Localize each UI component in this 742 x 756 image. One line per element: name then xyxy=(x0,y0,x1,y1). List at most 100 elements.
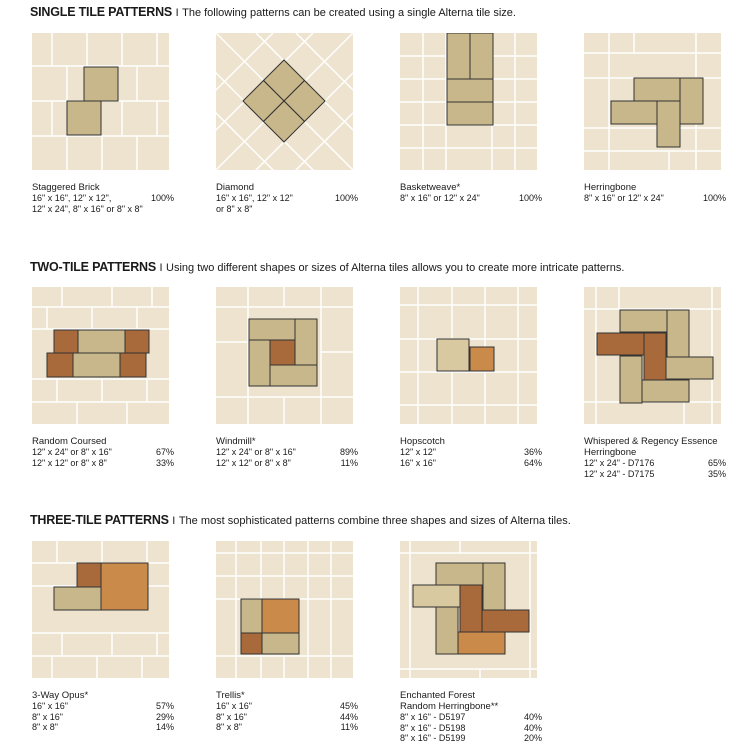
size-row: 12" x 24" - D7175 35% xyxy=(584,469,726,480)
percent-value: 36% xyxy=(523,447,542,457)
percent-value: 29% xyxy=(155,711,174,722)
section-separator: I xyxy=(172,515,176,527)
size-row: 8" x 8" 11% xyxy=(216,722,358,733)
pattern-card-hopscotch: Hopscotch 12" x 12" 36% 16" x 16" 64% xyxy=(400,287,560,468)
pattern-name: Windmill* xyxy=(216,436,256,447)
size-value: 12" x 24" or 8" x 16" xyxy=(216,447,296,457)
section-description: Using two different shapes or sizes of A… xyxy=(166,262,625,274)
size-row: 12" x 24" or 8" x 16" 67% xyxy=(32,447,174,458)
size-value: 8" x 16" xyxy=(216,711,247,722)
pattern-whispered-regency-image xyxy=(584,287,721,424)
percent-value: 100% xyxy=(518,193,542,203)
section-title: SINGLE TILE PATTERNS xyxy=(30,5,173,19)
size-value: 12" x 24" - D7175 xyxy=(584,468,655,479)
pattern-name: Herringbone xyxy=(584,182,637,193)
size-row: 8" x 16" 44% xyxy=(216,712,358,723)
section-title: TWO-TILE PATTERNS xyxy=(30,260,156,274)
size-row: 8" x 8" 14% xyxy=(32,722,174,733)
section-heading-three-tile: THREE-TILE PATTERNS I The most sophistic… xyxy=(30,513,571,527)
percent-value: 11% xyxy=(340,457,358,468)
pattern-random-coursed-image xyxy=(32,287,169,424)
pattern-3-way-opus-image xyxy=(32,541,169,678)
section-heading-two-tile: TWO-TILE PATTERNS I Using two different … xyxy=(30,260,624,274)
pattern-name: Staggered Brick xyxy=(32,182,100,193)
percent-value: 14% xyxy=(155,722,174,732)
size-value: 12" x 24" or 8" x 16" xyxy=(32,447,112,457)
pattern-name: Basketweave* xyxy=(400,182,461,193)
size-value: or 8" x 8" xyxy=(216,203,253,214)
size-row: 16" x 16", 12" x 12", 100% xyxy=(32,193,174,204)
size-row: 16" x 16" 64% xyxy=(400,458,542,469)
pattern-name: Random Coursed xyxy=(32,436,107,447)
pattern-name: Enchanted Forest Random Herringbone** xyxy=(400,690,499,712)
size-row: 16" x 16", 12" x 12" 100% xyxy=(216,193,358,204)
size-value: 8" x 16" - D5198 xyxy=(400,722,466,733)
size-value: 8" x 16" or 12" x 24" xyxy=(400,193,480,203)
section-description: The following patterns can be created us… xyxy=(182,7,516,19)
percent-value: 11% xyxy=(340,722,358,732)
percent-value: 65% xyxy=(707,458,726,468)
size-value: 12" x 12" xyxy=(400,447,436,457)
section-title: THREE-TILE PATTERNS xyxy=(30,513,169,527)
size-value: 8" x 8" xyxy=(32,722,58,732)
size-value: 8" x 16" - D5197 xyxy=(400,712,466,722)
size-value: 16" x 16" xyxy=(32,701,68,711)
percent-value: 100% xyxy=(702,193,726,203)
size-row: 16" x 16" 57% xyxy=(32,701,174,712)
percent-value: 44% xyxy=(339,711,358,722)
pattern-windmill-image xyxy=(216,287,353,424)
size-value: 8" x 8" xyxy=(216,722,242,732)
pattern-card-trellis: Trellis* 16" x 16" 45% 8" x 16" 44% 8" x 8… xyxy=(216,541,376,733)
section-description: The most sophisticated patterns combine … xyxy=(178,515,571,527)
size-row: 12" x 24" - D7176 65% xyxy=(584,458,726,469)
percent-value: 67% xyxy=(155,447,174,457)
percent-value: 57% xyxy=(155,701,174,711)
size-row: 8" x 16" or 12" x 24" 100% xyxy=(584,193,726,204)
size-value: 12" x 12" or 8" x 8" xyxy=(216,457,291,468)
percent-value: 64% xyxy=(523,457,542,468)
size-row: 16" x 16" 45% xyxy=(216,701,358,712)
pattern-card-diamond: Diamond 16" x 16", 12" x 12" 100% or 8" x… xyxy=(216,33,376,214)
section-heading-single: SINGLE TILE PATTERNS I The following pat… xyxy=(30,5,516,19)
size-value: 16" x 16", 12" x 12", xyxy=(32,193,112,203)
size-row: 8" x 16" - D5198 40% xyxy=(400,723,542,734)
pattern-diamond-image xyxy=(216,33,353,170)
percent-value: 35% xyxy=(707,468,726,479)
pattern-card-whispered-regency-herringbone: Whispered & Regency Essence Herringbone … xyxy=(584,287,742,479)
size-row: 12" x 24" or 8" x 16" 89% xyxy=(216,447,358,458)
section-separator: I xyxy=(159,262,163,274)
pattern-enchanted-forest-image xyxy=(400,541,537,678)
size-row: 8" x 16" - D5199 20% xyxy=(400,733,542,744)
size-row: 8" x 16" - D5197 40% xyxy=(400,712,542,723)
size-row: 12" x 12" 36% xyxy=(400,447,542,458)
section-separator: I xyxy=(175,7,179,19)
size-value: 12" x 24" - D7176 xyxy=(584,458,655,468)
percent-value: 45% xyxy=(339,701,358,711)
size-value: 12" x 12" or 8" x 8" xyxy=(32,457,107,468)
pattern-card-basketweave: Basketweave* 8" x 16" or 12" x 24" 100% xyxy=(400,33,560,204)
percent-value: 100% xyxy=(150,193,174,203)
size-value: 16" x 16", 12" x 12" xyxy=(216,193,293,203)
pattern-card-herringbone: Herringbone 8" x 16" or 12" x 24" 100% xyxy=(584,33,742,204)
pattern-name: 3-Way Opus* xyxy=(32,690,89,701)
pattern-name: Whispered & Regency Essence Herringbone xyxy=(584,436,718,458)
percent-value: 100% xyxy=(334,193,358,203)
pattern-name: Hopscotch xyxy=(400,436,445,447)
pattern-hopscotch-image xyxy=(400,287,537,424)
pattern-card-enchanted-forest: Enchanted Forest Random Herringbone** 8"… xyxy=(400,541,560,744)
size-row: 8" x 16" 29% xyxy=(32,712,174,723)
pattern-basketweave-image xyxy=(400,33,537,170)
percent-value: 89% xyxy=(339,447,358,457)
size-row: 8" x 16" or 12" x 24" 100% xyxy=(400,193,542,204)
pattern-card-3-way-opus: 3-Way Opus* 16" x 16" 57% 8" x 16" 29% 8" … xyxy=(32,541,192,733)
size-row: or 8" x 8" xyxy=(216,204,358,215)
pattern-trellis-image xyxy=(216,541,353,678)
size-row: 12" x 12" or 8" x 8" 33% xyxy=(32,458,174,469)
pattern-name: Trellis* xyxy=(216,690,245,701)
pattern-staggered-brick-image xyxy=(32,33,169,170)
size-row: 12" x 24", 8" x 16" or 8" x 8" xyxy=(32,204,174,215)
size-value: 8" x 16" - D5199 xyxy=(400,733,466,743)
percent-value: 40% xyxy=(523,722,542,733)
percent-value: 33% xyxy=(155,457,174,468)
size-value: 16" x 16" xyxy=(216,701,252,711)
